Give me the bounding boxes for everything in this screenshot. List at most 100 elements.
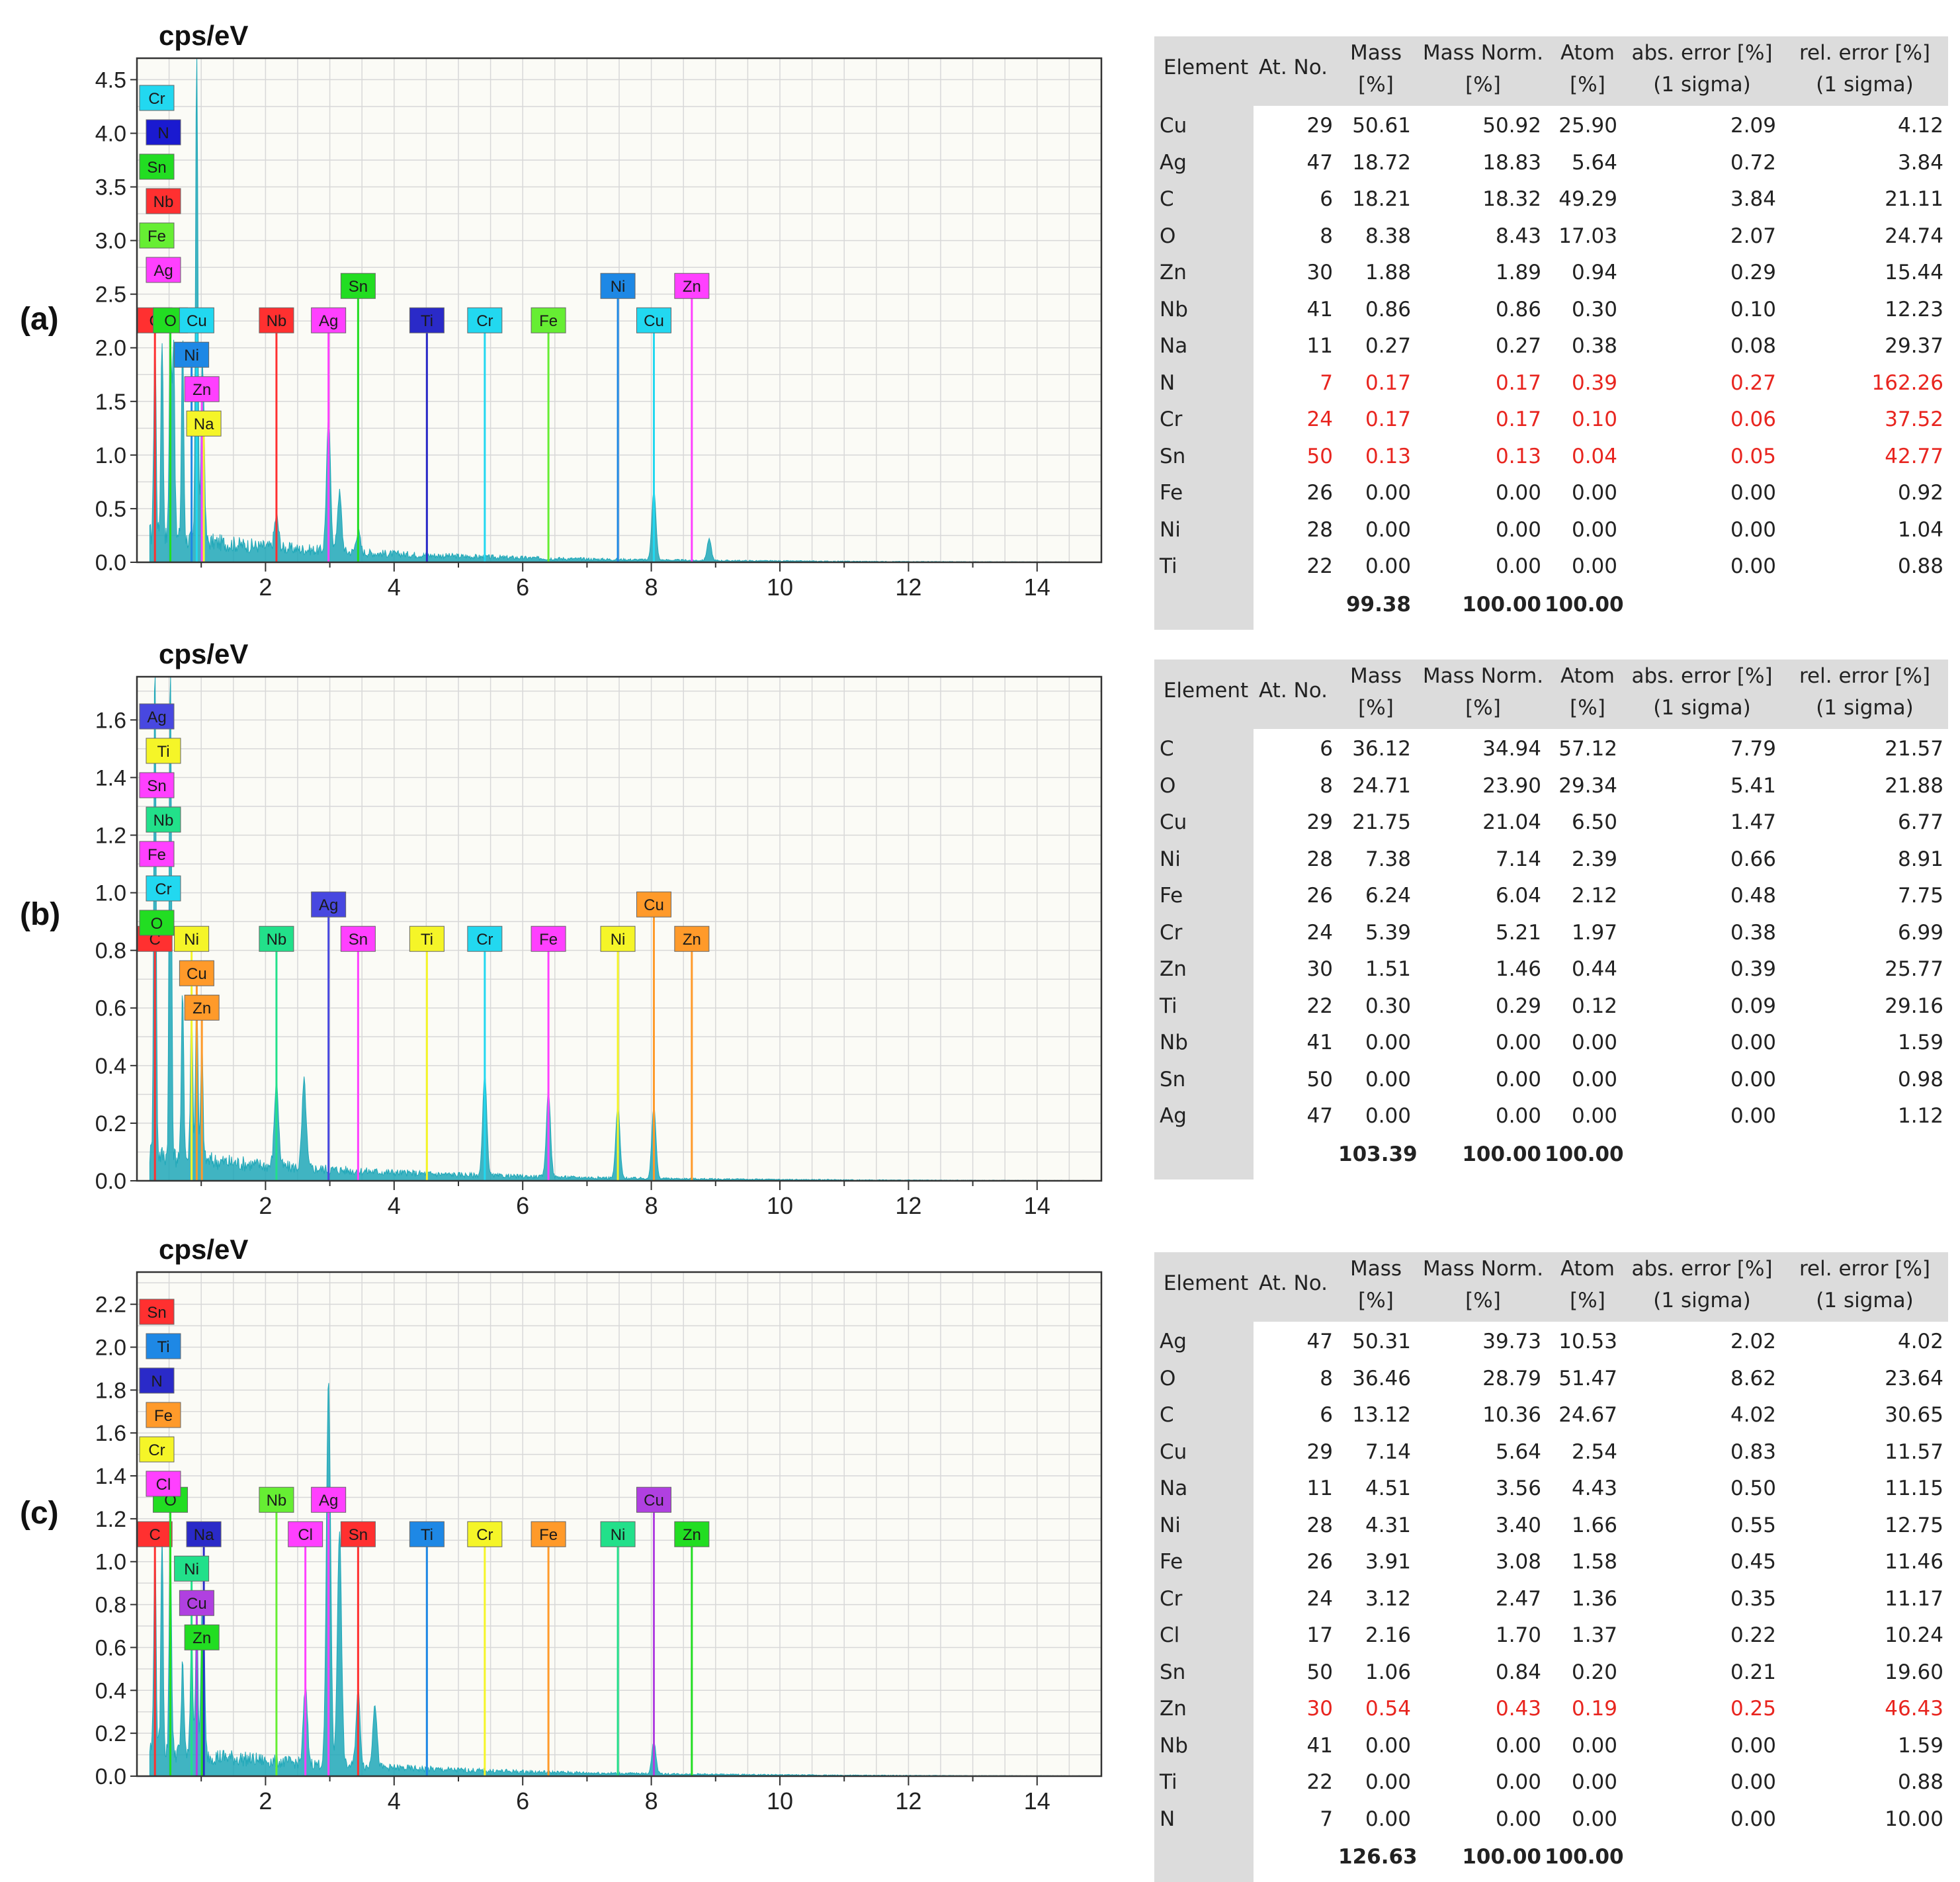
element-marker-text: Sn xyxy=(349,278,368,296)
table-value-cell: 0.86 xyxy=(1495,297,1541,321)
table-value-cell: 1.36 xyxy=(1571,1586,1617,1611)
element-marker-box xyxy=(179,960,214,986)
table-value-cell: 0.00 xyxy=(1365,554,1411,578)
y-tick-label: 1.8 xyxy=(95,1378,126,1403)
table-value-cell: 11.57 xyxy=(1885,1439,1943,1464)
table-element-cell: Ti xyxy=(1160,994,1177,1018)
element-marker-text: O xyxy=(164,312,177,330)
table-header-unit: [%] xyxy=(1570,696,1605,720)
table-value-cell: 34.94 xyxy=(1482,737,1541,761)
y-tick-label: 0.4 xyxy=(95,1054,126,1079)
table-value-cell: 0.20 xyxy=(1571,1660,1617,1684)
element-marker-box xyxy=(674,273,710,299)
table-value-cell: 4.43 xyxy=(1571,1476,1617,1500)
element-marker-label: Cu xyxy=(179,1590,214,1616)
table-value-cell: 0.54 xyxy=(1365,1697,1411,1721)
table-value-cell: 5.41 xyxy=(1730,773,1776,798)
element-marker-text: Cr xyxy=(476,931,493,949)
table-value-cell: 0.29 xyxy=(1730,261,1776,284)
table-value-cell: 24.74 xyxy=(1885,224,1943,248)
stack-marker-text: Cr xyxy=(155,880,171,898)
table-value-cell: 0.45 xyxy=(1730,1550,1776,1574)
table-value-cell: 0.10 xyxy=(1571,407,1617,431)
element-marker-box xyxy=(531,1521,566,1547)
panel-2: (b) C Ni Cu Zn Nb Ag Sn Ti Cr Fe Ni Cu Zn Ag Ti Sn Nb Fe Cr… xyxy=(0,619,1960,1227)
table-element-cell: O xyxy=(1160,773,1176,798)
table-value-cell: 47 xyxy=(1306,1330,1333,1353)
table-header: At. No. xyxy=(1259,56,1328,79)
table-value-cell: 0.13 xyxy=(1365,444,1411,468)
element-marker-box xyxy=(259,307,294,333)
element-marker-box xyxy=(600,273,636,299)
table-value-cell: 7.75 xyxy=(1897,884,1943,908)
table-value-cell: 0.00 xyxy=(1495,1104,1541,1128)
table-value-cell: 1.12 xyxy=(1897,1104,1943,1128)
table-element-cell: Ni xyxy=(1160,1513,1181,1537)
table-value-cell: 8 xyxy=(1320,1366,1333,1390)
element-marker-label: Ti xyxy=(409,307,445,333)
element-marker-label: Sn xyxy=(340,925,376,952)
element-marker-text: Ni xyxy=(611,1526,626,1544)
y-tick-label: 3.0 xyxy=(95,229,126,254)
element-marker-label: Ni xyxy=(174,341,210,368)
stack-marker-label: N xyxy=(139,1367,175,1394)
y-tick-label: 0.6 xyxy=(95,996,126,1021)
table-value-cell: 17.03 xyxy=(1558,224,1617,248)
table-header: rel. error [%] xyxy=(1799,41,1930,65)
table-value-cell: 0.00 xyxy=(1365,1807,1411,1831)
stack-marker-label: Cl xyxy=(146,1471,181,1497)
table-value-cell: 41 xyxy=(1306,1031,1333,1054)
table-value-cell: 0.83 xyxy=(1730,1439,1776,1464)
table-value-cell: 1.89 xyxy=(1495,261,1541,284)
spectrum-chart: COCuNiZnNaNbAgSnTiCrFeNiCuZnCrNSnNbFeAg0… xyxy=(95,20,1103,601)
table-header: Mass Norm. xyxy=(1422,1257,1544,1281)
element-marker-box xyxy=(311,891,347,918)
table-value-cell: 1.37 xyxy=(1571,1623,1617,1647)
stack-marker-text: Ti xyxy=(157,743,169,761)
stack-marker-label: Cr xyxy=(146,875,181,902)
table-value-cell: 37.52 xyxy=(1885,407,1943,431)
table-total-cell: 100.00 xyxy=(1462,592,1541,617)
table-value-cell: 18.21 xyxy=(1352,187,1411,211)
table-element-cell: N xyxy=(1160,1807,1175,1831)
element-marker-box xyxy=(137,1521,173,1547)
table-value-cell: 2.16 xyxy=(1365,1623,1411,1647)
stack-marker-box xyxy=(139,772,175,798)
table-value-cell: 0.00 xyxy=(1730,517,1776,542)
element-marker-box xyxy=(179,307,214,333)
element-marker-text: Zn xyxy=(683,1526,701,1544)
table-value-cell: 0.00 xyxy=(1730,1807,1776,1831)
stack-marker-text: Nb xyxy=(153,193,174,211)
table-value-cell: 5.64 xyxy=(1495,1439,1541,1464)
stack-marker-text: N xyxy=(157,124,169,142)
table-value-cell: 4.12 xyxy=(1897,114,1943,138)
stack-marker-box xyxy=(139,1299,175,1325)
table-element-cell: Ni xyxy=(1160,517,1181,542)
stack-marker-box xyxy=(146,257,181,283)
table-value-cell: 0.35 xyxy=(1730,1586,1776,1611)
x-tick-label: 8 xyxy=(645,574,658,601)
element-marker-box xyxy=(467,307,503,333)
stack-marker-box xyxy=(139,703,175,730)
table-value-cell: 21.57 xyxy=(1885,737,1943,761)
table-value-cell: 50.92 xyxy=(1482,114,1541,138)
element-marker-box xyxy=(409,925,445,952)
table-header-unit: [%] xyxy=(1465,73,1501,97)
table-value-cell: 0.00 xyxy=(1571,1733,1617,1758)
table-value-cell: 0.25 xyxy=(1730,1697,1776,1721)
table-value-cell: 21.88 xyxy=(1885,773,1943,798)
element-marker-text: Zn xyxy=(192,1000,211,1017)
table-value-cell: 0.00 xyxy=(1730,554,1776,578)
stack-marker-box xyxy=(146,1402,181,1428)
table-element-cell: Ag xyxy=(1160,1104,1187,1128)
panel-1: (a)COCuNiZnNaNbAgSnTiCrFeNiCuZnCrNSnNbFe… xyxy=(0,0,1960,630)
table-value-cell: 0.00 xyxy=(1571,1104,1617,1128)
table-element-cell: C xyxy=(1160,1403,1174,1427)
table-value-cell: 11 xyxy=(1306,334,1333,358)
element-marker-text: Cr xyxy=(476,1526,493,1544)
table-element-cell: Sn xyxy=(1160,1660,1186,1684)
plot-frame xyxy=(136,675,1103,1182)
table-header-unit: [%] xyxy=(1570,73,1605,97)
element-marker-label: Na xyxy=(186,410,222,437)
table-value-cell: 28 xyxy=(1306,1513,1333,1537)
